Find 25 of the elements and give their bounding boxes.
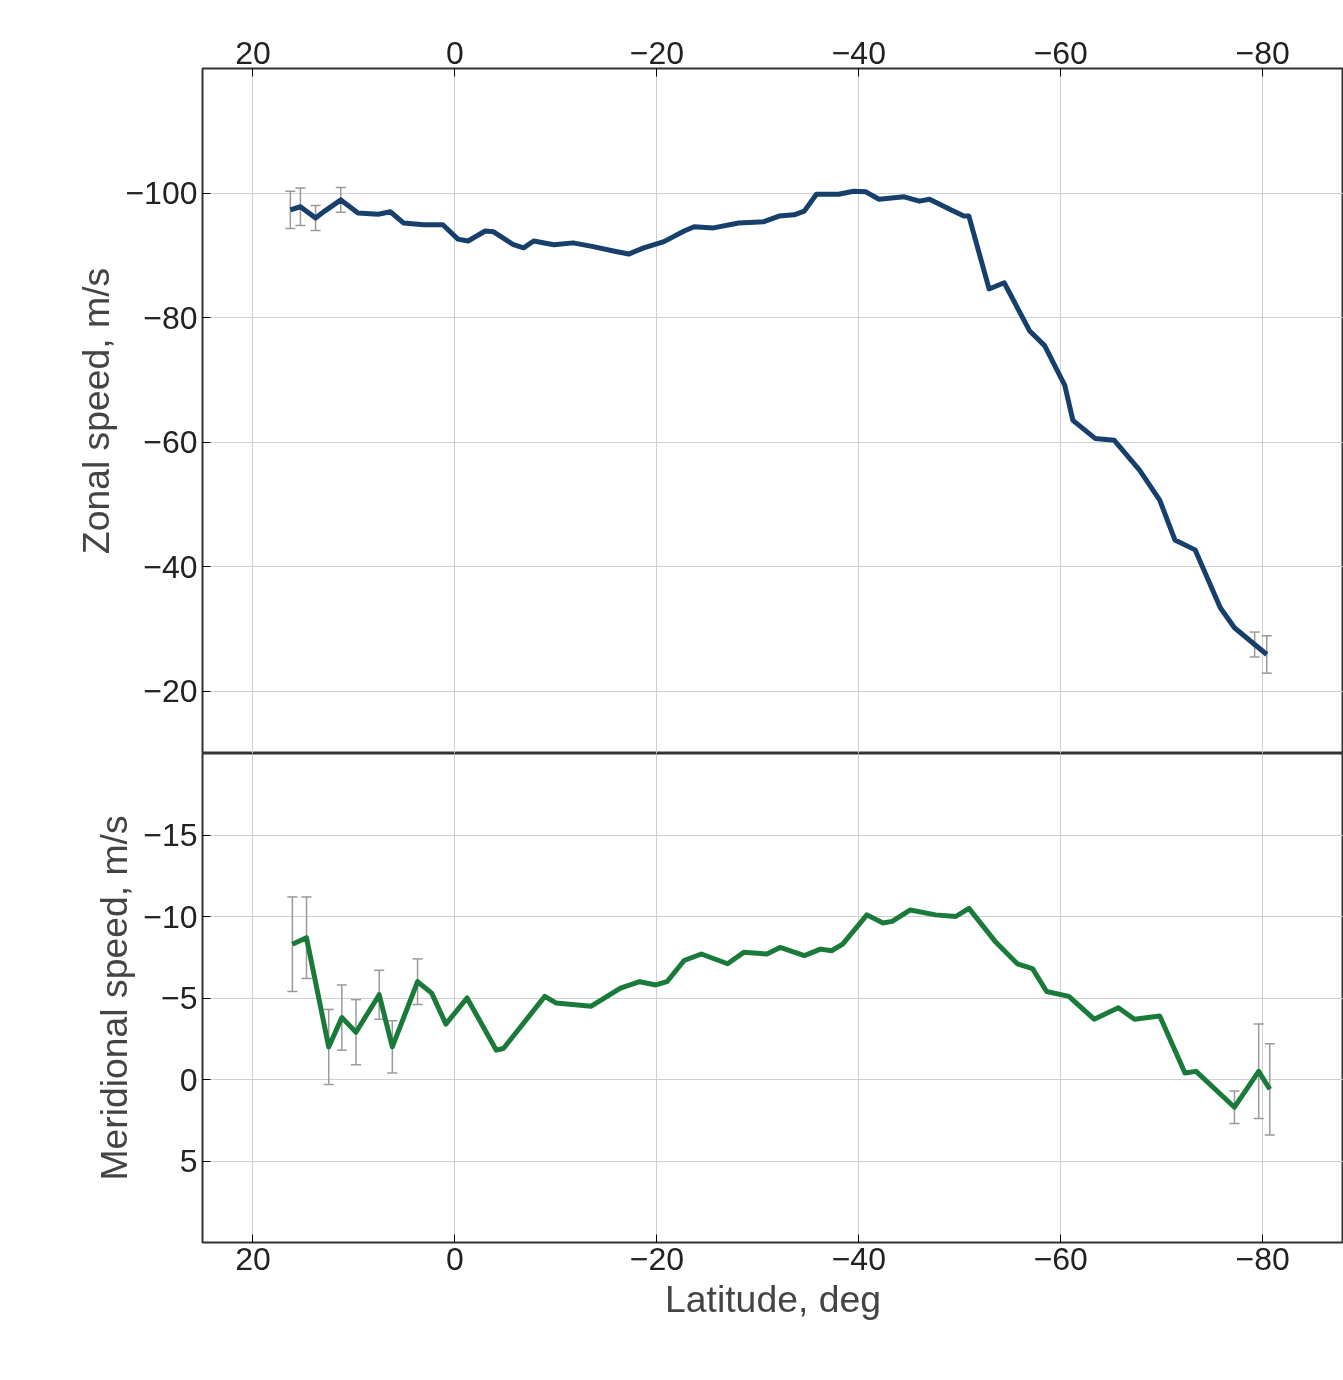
y-tick-label: 5 — [179, 1143, 198, 1179]
x-tick-label: −40 — [831, 34, 886, 71]
y-axis-title: Meridional speed, m/s — [93, 815, 136, 1181]
y-tick-label: −80 — [143, 299, 198, 336]
x-tick-label: −20 — [629, 34, 685, 71]
x-tick-label: −60 — [1033, 1240, 1088, 1277]
x-tick-label: −20 — [629, 1240, 685, 1277]
x-axis-title: Latitude, deg — [665, 1277, 881, 1320]
y-tick-label: −60 — [143, 424, 198, 461]
y-tick-label: −5 — [161, 980, 198, 1016]
y-tick-label: −100 — [125, 175, 198, 212]
y-tick-label: −40 — [143, 548, 198, 585]
y-axis-title: Zonal speed, m/s — [75, 267, 118, 555]
y-tick-label: −15 — [143, 817, 198, 853]
x-tick-label: 0 — [446, 34, 464, 71]
x-tick-label: −80 — [1235, 34, 1290, 71]
x-tick-label: 0 — [446, 1240, 464, 1277]
y-tick-label: −20 — [143, 673, 198, 710]
x-tick-label: 20 — [235, 1240, 271, 1277]
x-tick-label: −80 — [1235, 1240, 1290, 1277]
x-tick-label: −60 — [1033, 34, 1088, 71]
y-tick-label: 0 — [179, 1061, 198, 1098]
x-tick-label: 20 — [235, 34, 271, 71]
x-tick-label: −40 — [831, 1240, 886, 1277]
y-tick-label: −10 — [143, 898, 198, 935]
